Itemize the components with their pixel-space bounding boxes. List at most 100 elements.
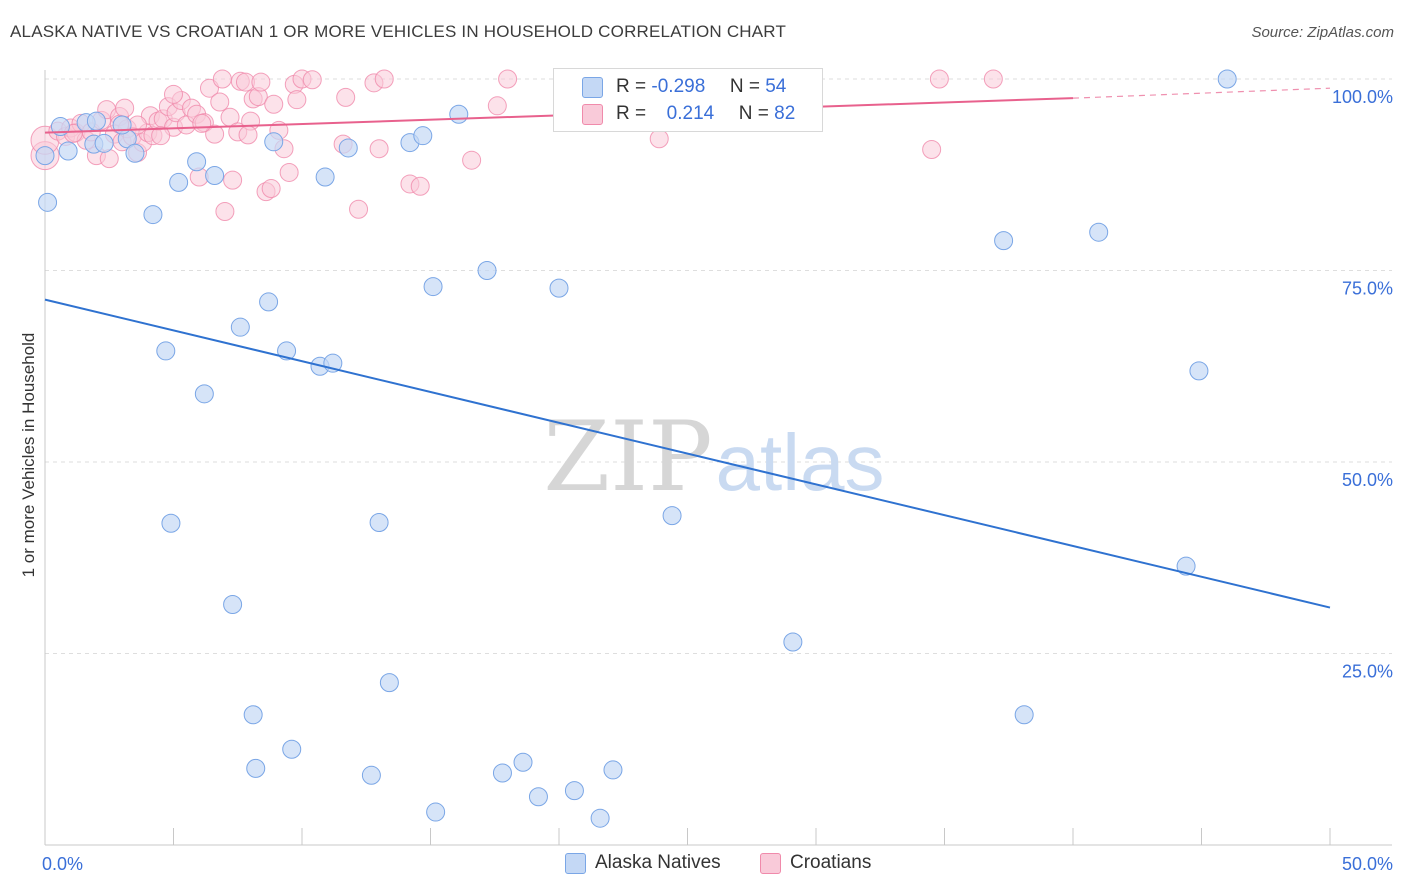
- croatians-point: [287, 90, 307, 110]
- axes: [44, 70, 1392, 846]
- alaska-natives-point: [426, 802, 446, 822]
- croatians-point: [261, 179, 281, 199]
- alaska-natives-point: [1014, 705, 1034, 725]
- alaska-natives-point: [58, 141, 78, 161]
- croatians-point: [374, 69, 394, 89]
- alaska-natives-point: [243, 705, 263, 725]
- alaska-natives-point: [513, 752, 533, 772]
- stats-legend: R = -0.298 N = 54 R = 0.214 N = 82: [553, 68, 823, 132]
- alaska-natives-point: [1089, 222, 1109, 242]
- alaska-natives-point: [230, 317, 250, 337]
- x-tick-label-max: 50.0%: [1342, 854, 1393, 874]
- alaska-natives-point: [449, 104, 469, 124]
- croatians-point: [212, 69, 232, 89]
- alaska-natives-point: [112, 115, 132, 135]
- alaska-natives-point: [169, 172, 189, 192]
- r-label: R =: [616, 76, 647, 97]
- r-label: R =: [616, 103, 647, 124]
- alaska-natives-trend-line: [44, 298, 1331, 609]
- n-value-croatians: 82: [774, 103, 796, 124]
- alaska-natives-point: [223, 594, 243, 614]
- y-tick-label: 25.0%: [1342, 662, 1393, 682]
- alaska-natives-point: [94, 133, 114, 153]
- alaska-natives-point: [477, 261, 497, 280]
- y-axis-label: 1 or more Vehicles in Household: [19, 332, 38, 578]
- croatians-point: [210, 92, 230, 112]
- n-label: N =: [729, 76, 760, 97]
- croatians-legend-label: Croatians: [790, 852, 872, 873]
- alaska-natives-point: [338, 138, 358, 158]
- trend-lines: [44, 87, 1331, 609]
- alaska-natives-point: [603, 760, 623, 780]
- croatians-point: [922, 139, 942, 159]
- alaska-natives-point: [379, 673, 399, 693]
- tick-labels: 100.0% 75.0% 50.0% 25.0% 0.0% 50.0%: [42, 87, 1393, 874]
- alaska-natives-point: [423, 277, 443, 297]
- croatians-point: [410, 176, 430, 196]
- croatians-point: [349, 199, 369, 219]
- alaska-natives-point: [205, 166, 225, 186]
- alaska-natives-point: [315, 167, 335, 187]
- alaska-natives-point: [259, 292, 279, 312]
- croatians-point: [164, 84, 183, 104]
- croatians-point: [192, 113, 212, 133]
- source-note: Source: ZipAtlas.com: [1251, 24, 1394, 41]
- croatians-points: [30, 69, 1003, 222]
- croatians-point: [279, 162, 299, 182]
- watermark: ZIP atlas: [543, 401, 884, 513]
- alaska-natives-point: [156, 341, 176, 361]
- croatians-legend-swatch: [760, 853, 781, 874]
- alaska-natives-point: [264, 132, 284, 152]
- alaska-legend-swatch: [565, 853, 586, 874]
- croatians-trend-extension: [1072, 87, 1331, 99]
- croatians-point: [487, 96, 507, 116]
- alaska-natives-point: [492, 763, 512, 783]
- alaska-natives-point: [361, 765, 381, 785]
- alaska-natives-point: [194, 384, 214, 404]
- alaska-natives-point: [143, 205, 163, 225]
- alaska-natives-point: [161, 513, 181, 533]
- alaska-legend-label: Alaska Natives: [595, 852, 721, 873]
- croatians-point: [336, 87, 356, 107]
- croatians-point: [498, 69, 518, 89]
- alaska-natives-point: [38, 192, 58, 212]
- alaska-natives-point: [413, 126, 433, 146]
- croatians-swatch: [582, 104, 603, 125]
- y-tick-label: 75.0%: [1342, 279, 1393, 299]
- croatians-point: [215, 202, 235, 222]
- alaska-natives-point: [282, 739, 302, 759]
- y-tick-label: 100.0%: [1332, 87, 1393, 107]
- r-value-alaska: -0.298: [651, 76, 706, 97]
- croatians-point: [205, 124, 225, 144]
- n-value-alaska: 54: [765, 76, 787, 97]
- croatians-point: [151, 126, 171, 146]
- alaska-natives-point: [246, 758, 266, 778]
- alaska-natives-point: [35, 146, 55, 166]
- croatians-point: [199, 78, 219, 98]
- alaska-natives-point: [549, 278, 569, 298]
- alaska-natives-point: [1217, 69, 1237, 89]
- alaska-natives-point: [187, 152, 207, 172]
- croatians-point: [649, 129, 669, 149]
- croatians-point: [264, 94, 284, 114]
- croatians-point: [369, 139, 389, 159]
- alaska-natives-point: [783, 632, 803, 652]
- croatians-point: [983, 69, 1003, 89]
- croatians-point: [238, 125, 258, 145]
- watermark-atlas: atlas: [716, 418, 885, 507]
- alaska-natives-point: [994, 231, 1014, 251]
- alaska-natives-point: [369, 513, 389, 533]
- croatians-point: [462, 150, 482, 170]
- croatians-point: [302, 70, 322, 90]
- alaska-natives-point: [1176, 556, 1196, 576]
- alaska-natives-point: [125, 143, 145, 163]
- alaska-natives-point: [590, 808, 610, 828]
- watermark-zip: ZIP: [543, 401, 712, 513]
- croatians-point: [115, 98, 135, 118]
- alaska-natives-point: [1189, 361, 1209, 381]
- y-tick-label: 50.0%: [1342, 470, 1393, 490]
- alaska-natives-points: [35, 69, 1237, 828]
- chart-title: ALASKA NATIVE VS CROATIAN 1 OR MORE VEHI…: [10, 22, 787, 41]
- alaska-natives-point: [528, 787, 548, 807]
